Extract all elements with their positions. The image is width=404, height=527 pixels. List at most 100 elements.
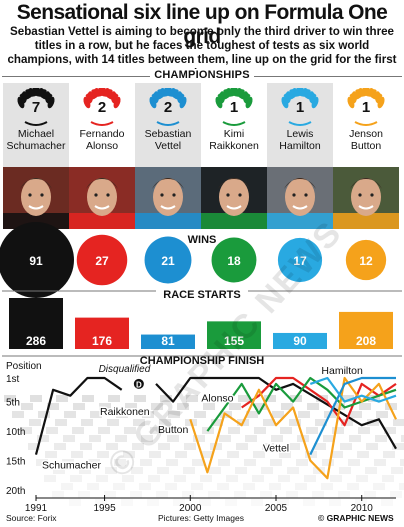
- chequered-cell: [183, 467, 195, 474]
- chequered-cell: [314, 443, 326, 450]
- chequered-cell: [374, 459, 386, 466]
- driver-column: 1 Kimi Raikkonen: [201, 83, 267, 167]
- footer-credit: © GRAPHIC NEWS: [318, 513, 394, 523]
- chequered-cell: [61, 483, 73, 490]
- page-subtitle: Sebastian Vettel is aiming to become onl…: [7, 25, 397, 80]
- wins-bubble: [277, 237, 323, 283]
- chequered-cell: [209, 467, 221, 474]
- chequered-cell: [298, 411, 310, 418]
- laurel-wreath-icon: [215, 88, 253, 126]
- x-tick-label: 1995: [93, 503, 116, 514]
- chequered-cell: [331, 451, 343, 458]
- chequered-cell: [157, 467, 169, 474]
- wins-bubble: [345, 239, 387, 281]
- laurel-wreath-icon: [17, 88, 55, 126]
- laurel-wreath-icon: [149, 88, 187, 126]
- series-line: [309, 376, 396, 456]
- chequered-cell: [375, 435, 387, 442]
- portrait-image: [69, 167, 135, 229]
- chequered-cell: [365, 467, 377, 474]
- chequered-cell: [329, 499, 341, 506]
- chequered-cell: [392, 443, 404, 450]
- section-starts-bg: [156, 288, 248, 301]
- chequered-cell: [194, 411, 206, 418]
- chequered-cell: [78, 491, 90, 498]
- series-line: [309, 376, 397, 403]
- chequered-cell: [261, 467, 273, 474]
- portrait-image: [3, 167, 69, 229]
- chequered-cell: [167, 435, 179, 442]
- chequered-cell: [356, 475, 368, 482]
- chequered-cell: [262, 443, 274, 450]
- chequered-cell: [296, 459, 308, 466]
- starts-value: 155: [224, 334, 244, 348]
- chequered-cell: [217, 483, 229, 490]
- chequered-cell: [399, 483, 404, 490]
- y-tick-label: 15th: [6, 457, 25, 468]
- chequered-cell: [115, 435, 127, 442]
- driver-photo: [201, 167, 267, 229]
- section-championships: CHAMPIONSHIPS: [0, 69, 404, 81]
- chequered-cell: [113, 483, 125, 490]
- chequered-cell: [72, 427, 84, 434]
- chequered-cell: [271, 435, 283, 442]
- titles-count: 7: [31, 99, 41, 116]
- chequered-cell: [350, 411, 362, 418]
- wins-value: 91: [29, 254, 43, 268]
- chequered-cell: [54, 443, 66, 450]
- wins-value: 27: [95, 254, 109, 268]
- series-line: [206, 376, 397, 432]
- chequered-cell: [122, 475, 134, 482]
- y-tick-label: 20th: [6, 486, 25, 497]
- driver-column: 2 Fernando Alonso: [69, 83, 135, 167]
- titles-count: 1: [295, 99, 305, 116]
- driver-photo: [135, 167, 201, 229]
- chequered-cell: [278, 475, 290, 482]
- chequered-cell: [62, 459, 74, 466]
- wins-bubble: [211, 237, 257, 283]
- chequered-cell: [29, 419, 41, 426]
- laurel-wreath-icon: [83, 88, 121, 126]
- chequered-cell: [141, 435, 153, 442]
- driver-photo: [267, 167, 333, 229]
- chequered-cell: [279, 451, 291, 458]
- chequered-cell: [191, 483, 203, 490]
- section-starts: RACE STARTS: [163, 289, 240, 301]
- series-label: Hamilton: [321, 365, 363, 377]
- chequered-cell: [203, 403, 215, 410]
- portrait-image: [135, 167, 201, 229]
- chequered-cell: [71, 451, 83, 458]
- section-finish: CHAMPIONSHIP FINISH: [140, 355, 265, 367]
- chequered-cell: [44, 475, 56, 482]
- chequered-cell: [208, 491, 220, 498]
- chequered-cell: [186, 395, 198, 402]
- axis-ylabel: Position: [6, 361, 42, 372]
- chequered-cell: [177, 403, 189, 410]
- chequered-cell: [367, 419, 379, 426]
- chequered-cell: [376, 411, 388, 418]
- chequered-cell: [147, 499, 159, 506]
- chequered-cell: [312, 491, 324, 498]
- chequered-cell: [226, 475, 238, 482]
- chequered-cell: [280, 427, 292, 434]
- chequered-cell: [332, 427, 344, 434]
- chequered-cell: [272, 411, 284, 418]
- chequered-cell: [36, 459, 48, 466]
- chequered-cell: [235, 467, 247, 474]
- footer-pictures: Pictures: Getty Images: [158, 513, 244, 523]
- chequered-cell: [90, 411, 102, 418]
- chequered-cell: [159, 419, 171, 426]
- chequered-cell: [104, 491, 116, 498]
- chequered-cell: [364, 491, 376, 498]
- chequered-cell: [340, 443, 352, 450]
- chequered-cell: [158, 443, 170, 450]
- starts-bar: [207, 321, 261, 349]
- wins-bubble: [0, 222, 74, 298]
- chequered-cell: [225, 499, 237, 506]
- chequered-cell: [338, 491, 350, 498]
- chequered-cell: [55, 419, 67, 426]
- chequered-cell: [166, 459, 178, 466]
- chequered-cell: [255, 403, 267, 410]
- series-line: [189, 376, 397, 480]
- chequered-cell: [383, 451, 395, 458]
